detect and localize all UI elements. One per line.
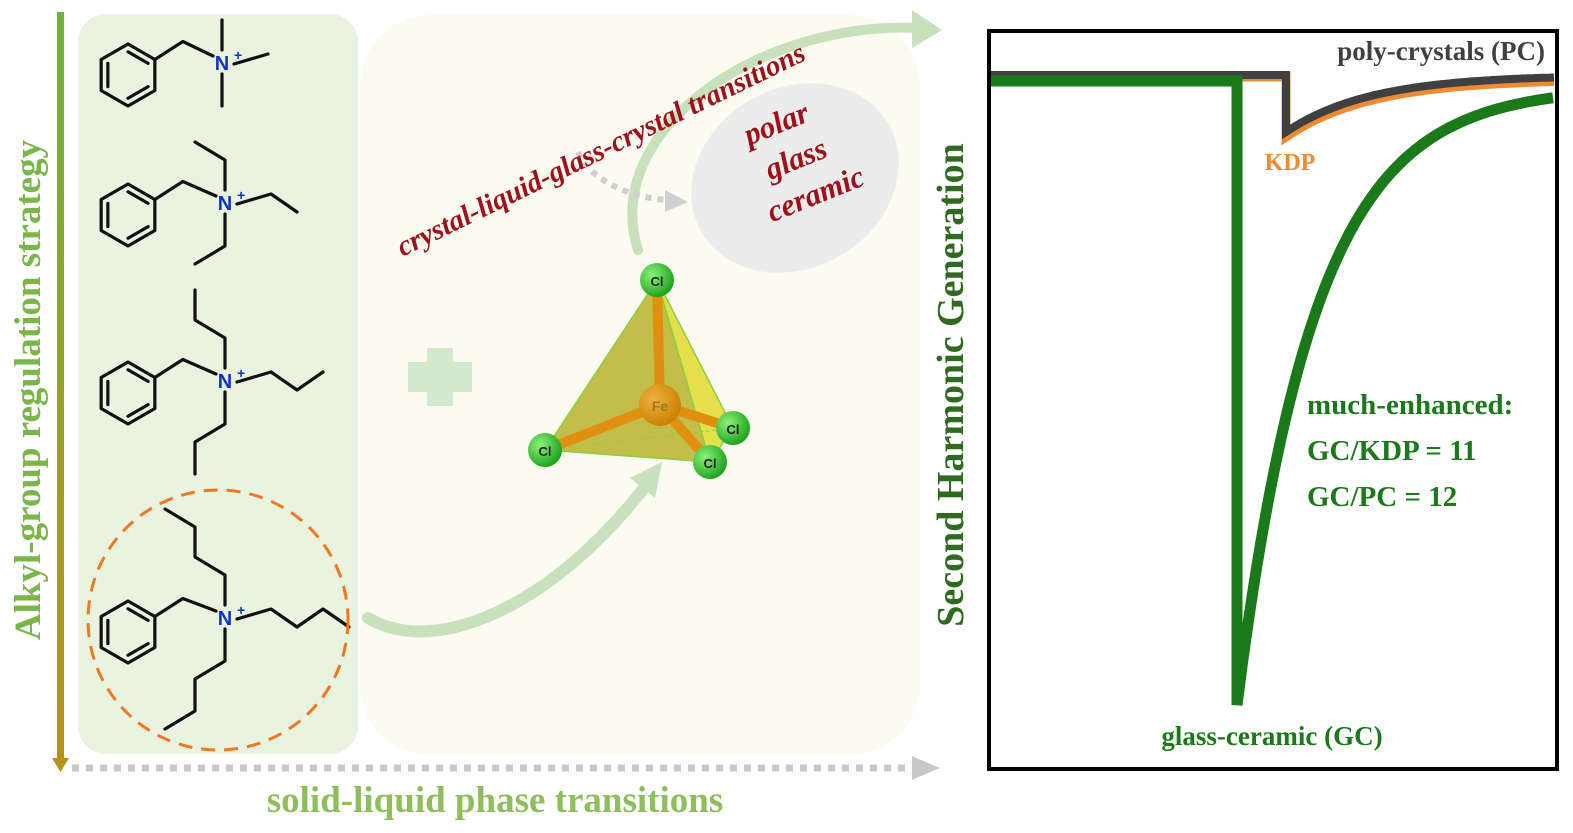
phase-transition-arrow: [72, 756, 940, 780]
curve-pc: [991, 71, 1555, 140]
cation-structures: N +N +N +N +: [99, 18, 351, 731]
cation-butyl: N +: [99, 507, 351, 731]
cl-label: Cl: [727, 422, 740, 437]
charge-label: +: [237, 602, 245, 618]
dotted-arrow: [575, 150, 669, 203]
cation-propyl: N +: [99, 288, 325, 476]
shg-curves: [991, 71, 1555, 706]
cation-methyl: N +: [99, 18, 270, 108]
alkyl-strategy-arrow: [52, 12, 69, 772]
legend-gc: glass-ceramic (GC): [1161, 721, 1382, 751]
cation-ethyl: N +: [99, 140, 299, 266]
annotation-line: much-enhanced:: [1307, 389, 1513, 421]
polar-glass-ceramic-bubble: [691, 83, 899, 273]
fe-label: Fe: [652, 398, 669, 414]
charge-label: +: [237, 187, 245, 203]
anion-to-shg-arrow: [627, 22, 925, 255]
cl-label: Cl: [539, 444, 552, 459]
legend-pc: poly-crystals (PC): [1337, 36, 1545, 66]
cl-label: Cl: [704, 456, 717, 471]
legend-kdp: KDP: [1265, 150, 1316, 176]
left-axis-label: Alkyl-group regulation strategy: [8, 139, 49, 640]
curve-gc: [991, 75, 1554, 706]
nitrogen-label: N: [218, 371, 232, 393]
cation-panel-bg: [78, 14, 358, 754]
bottom-axis-label: solid-liquid phase transitions: [267, 780, 723, 821]
arrowhead: [665, 190, 688, 212]
cation-to-anion-arrow: [362, 474, 656, 638]
shg-ylabel: Second Harmonic Generation: [930, 143, 972, 626]
charge-label: +: [234, 47, 242, 63]
fecl4-anion: Fe Cl Cl Cl Cl: [528, 263, 750, 479]
arrowhead: [912, 10, 942, 48]
cl-label: Cl: [651, 274, 664, 289]
annotation-line: GC/PC = 12: [1307, 481, 1457, 513]
shg-plot-frame: [987, 29, 1559, 771]
curve-kdp: [991, 72, 1555, 146]
nitrogen-label: N: [218, 608, 232, 630]
nitrogen-label: N: [215, 53, 229, 75]
arrowhead: [630, 462, 662, 498]
charge-label: +: [237, 365, 245, 381]
highlight-circle: [86, 488, 350, 752]
plus-icon: [408, 348, 472, 406]
nitrogen-label: N: [218, 193, 232, 215]
annotation-line: GC/KDP = 11: [1307, 435, 1477, 467]
